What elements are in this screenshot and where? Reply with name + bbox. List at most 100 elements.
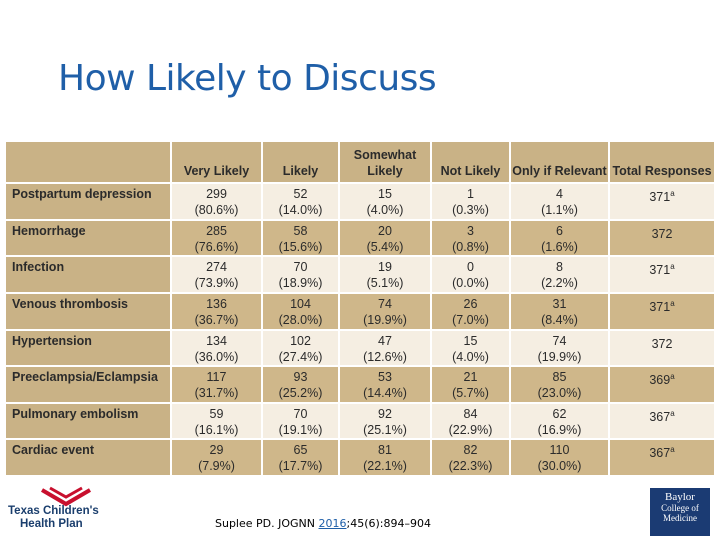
cell-count: 274 [206,260,227,275]
cell-count: 19 [378,260,392,275]
row-label: Preeclampsia/Eclampsia [4,365,172,404]
cell-percent: (16.9%) [537,422,582,437]
table-cell: 84 (22.9%) [430,401,511,441]
cell-percent: (19.9%) [537,349,582,364]
total-value: 369 [649,373,671,388]
cell-percent: (4.0%) [452,349,489,364]
cell-percent: (22.1%) [363,459,407,474]
cell-count: 299 [206,187,227,201]
column-header: Somewhat Likely [338,140,432,184]
cell-percent: (30.0%) [537,459,582,474]
table-row: Hemorrhage 285 (76.6%) 58 (15.6%) 20 (5.4%) 3 (0… [4,218,716,258]
cell-percent: (0.0%) [452,276,489,291]
row-label: Hypertension [4,328,172,368]
table-cell: 134 (36.0%) [170,328,263,368]
citation-year-link[interactable]: 2016 [318,517,347,530]
table-row: Postpartum depression 299 (80.6%) 52 (14.0%)… [4,182,716,221]
table-cell: 102 (27.4%) [261,328,340,368]
cell-percent: (22.3%) [448,459,493,474]
cell-count: 136 [206,296,227,311]
total-value: 372 [651,336,673,351]
table-cell: 0 (0.0%) [430,255,511,294]
cell-count: 82 [463,443,478,458]
table-cell: 117 (31.7%) [170,365,263,404]
cell-count: 59 [209,406,224,421]
cell-count: 110 [549,443,570,458]
total-value: 372 [651,226,673,241]
total-cell: 371a [608,291,716,331]
total-cell: 367a [608,438,716,477]
cell-count: 8 [556,260,563,275]
cell-count: 58 [293,223,308,238]
table-cell: 53 (14.4%) [338,365,432,404]
table-row: Infection 274 (73.9%) 70 (18.9%) 19 (5.1%) 0 (0.… [4,255,716,294]
total-value: 371 [649,300,671,315]
citation-text: ;45(6):894–904 [346,517,431,530]
table-cell: 59 (16.1%) [170,401,263,441]
cell-count: 92 [378,406,392,421]
cell-percent: (5.7%) [452,386,489,401]
cell-percent: (31.7%) [194,386,239,401]
page-title: How Likely to Discuss [58,58,437,99]
citation-text: Suplee PD. JOGNN [215,517,319,530]
cell-percent: (23.0%) [537,386,582,401]
cell-percent: (15.6%) [278,239,323,254]
table-cell: 3 (0.8%) [430,218,511,258]
baylor-logo-subtitle: College of Medicine [661,503,699,523]
column-header: Likely [261,140,340,184]
table-cell: 31 (8.4%) [509,291,610,331]
row-label: Infection [4,255,172,294]
cell-count: 65 [293,443,308,458]
table-cell: 110 (30.0%) [509,438,610,477]
table-cell: 19 (5.1%) [338,255,432,294]
table-cell: 136 (36.7%) [170,291,263,331]
table-cell: 47 (12.6%) [338,328,432,368]
cell-percent: (8.4%) [541,312,578,327]
table-cell: 74 (19.9%) [338,291,432,331]
table-cell: 15 (4.0%) [338,182,432,221]
logo-line: Health Plan [20,518,83,530]
table-row: Pulmonary embolism 59 (16.1%) 70 (19.1%) 92 (2… [4,401,716,441]
column-header [4,140,172,184]
table-cell: 299 (80.6%) [170,182,263,221]
table-cell: 81 (22.1%) [338,438,432,477]
cell-count: 85 [552,370,567,385]
total-cell: 372 [608,218,716,258]
total-cell: 371a [608,182,716,221]
table-cell: 104 (28.0%) [261,291,340,331]
cell-percent: (18.9%) [278,276,323,291]
cell-count: 3 [467,223,474,238]
table-row: Preeclampsia/Eclampsia 117 (31.7%) 93 (25.2%… [4,365,716,404]
row-label: Postpartum depression [4,182,172,221]
cell-percent: (22.9%) [448,422,493,437]
cell-count: 21 [463,370,478,385]
row-label: Cardiac event [4,438,172,477]
cell-count: 1 [467,187,474,201]
cell-percent: (14.0%) [278,203,323,217]
table-cell: 70 (19.1%) [261,401,340,441]
total-cell: 372 [608,328,716,368]
texas-childrens-logo-text: Texas Children's Health Plan [8,505,99,531]
survey-table-container: Very Likely Likely Somewhat Likely Not L… [4,140,716,477]
cell-count: 0 [467,260,474,275]
cell-percent: (5.4%) [366,239,404,254]
logo-line: Texas Children's [8,505,99,517]
table-cell: 29 (7.9%) [170,438,263,477]
table-cell: 6 (1.6%) [509,218,610,258]
table-cell: 62 (16.9%) [509,401,610,441]
total-cell: 367a [608,401,716,441]
table-cell: 8 (2.2%) [509,255,610,294]
cell-count: 70 [293,260,308,275]
cell-percent: (25.1%) [363,422,407,437]
total-value: 371 [649,190,671,205]
cell-percent: (0.3%) [452,203,489,217]
table-cell: 85 (23.0%) [509,365,610,404]
cell-count: 6 [556,223,563,238]
table-cell: 21 (5.7%) [430,365,511,404]
texas-childrens-logo [6,486,124,534]
cell-percent: (7.9%) [198,459,235,474]
table-cell: 285 (76.6%) [170,218,263,258]
footnote-marker: a [670,298,675,308]
cell-percent: (12.6%) [363,349,407,364]
column-header: Only if Relevant [509,140,610,184]
